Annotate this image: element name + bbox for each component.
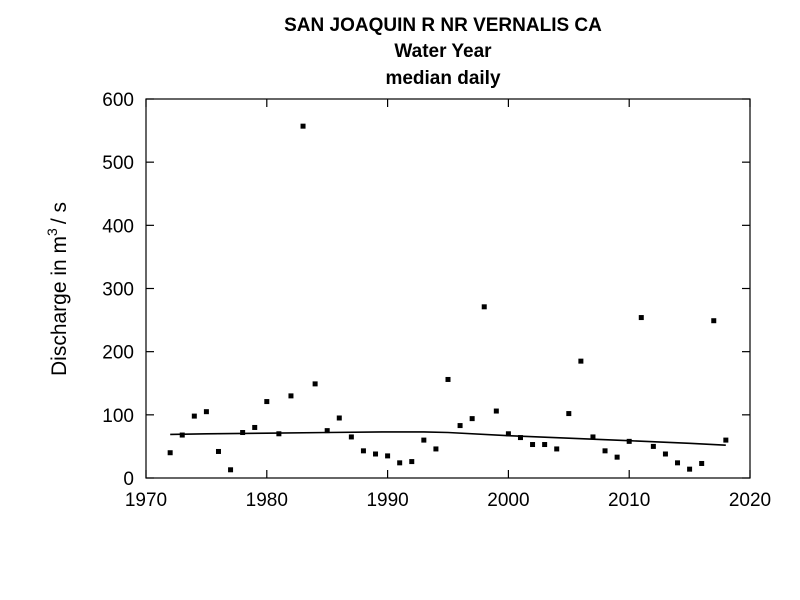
y-tick-label: 0 [123,469,134,490]
data-point [638,315,644,321]
data-point [481,304,487,310]
chart-title-line-3: median daily [385,68,501,89]
trend-line [170,431,726,446]
data-point [336,415,342,421]
y-tick-label: 600 [102,90,134,111]
data-point [650,443,656,449]
data-point [288,393,294,399]
plot-frame [145,98,751,479]
data-point [711,318,717,324]
data-point [687,466,693,472]
data-point [590,434,596,440]
x-tick-label: 2000 [487,490,529,511]
data-point [191,413,197,419]
data-point [264,399,270,405]
data-point [252,424,258,430]
y-tick-label: 400 [102,216,134,237]
data-point [566,411,572,417]
data-point [445,376,451,382]
y-tick-label: 300 [102,280,134,301]
y-axis-label-suffix: / s [48,202,71,224]
data-point [397,460,403,466]
data-point [421,437,427,443]
data-point [409,459,415,465]
svg-text:Discharge in m3/ s: Discharge in m3 / s [44,202,71,376]
y-axis-label-prefix: Discharge in m [48,236,71,376]
data-point [228,467,234,473]
data-point [530,442,536,448]
series-layer [167,123,729,473]
x-tick-label: 1990 [366,490,408,511]
data-point [614,454,620,460]
data-point [578,358,584,364]
data-point [203,409,209,415]
data-point [505,431,511,437]
y-tick-label: 100 [102,406,134,427]
y-axis: 0 100 200 300 400 500 600 [102,90,750,490]
y-tick-label: 500 [102,153,134,174]
data-point [215,448,221,454]
data-point [385,453,391,459]
data-point [662,451,668,457]
chart-title-line-1: SAN JOAQUIN R NR VERNALIS CA [284,15,602,36]
data-point [554,446,560,452]
data-point [542,442,548,448]
data-point [360,448,366,454]
data-point [179,432,185,438]
data-point [602,448,608,454]
data-point [493,408,499,414]
data-point [723,437,729,443]
x-axis: 1970 1980 1990 2000 2010 2020 [125,99,771,511]
y-tick-label: 200 [102,343,134,364]
y-axis-label-superscript: 3 [44,228,60,236]
x-tick-label: 2010 [608,490,650,511]
x-tick-label: 2020 [729,490,771,511]
data-point [457,423,463,429]
y-axis-label: Discharge in m3 / s [44,202,71,376]
data-point [675,460,681,466]
data-point [373,451,379,457]
x-tick-label: 1980 [246,490,288,511]
data-point [324,428,330,434]
chart-title-line-2: Water Year [394,41,492,62]
data-point [433,446,439,452]
x-tick-label: 1970 [125,490,167,511]
data-point [469,416,475,422]
data-point [699,460,705,466]
data-point [167,450,173,456]
data-point [517,435,523,441]
data-point [300,123,306,129]
data-point [348,434,354,440]
data-point [240,430,246,436]
data-point [312,381,318,387]
